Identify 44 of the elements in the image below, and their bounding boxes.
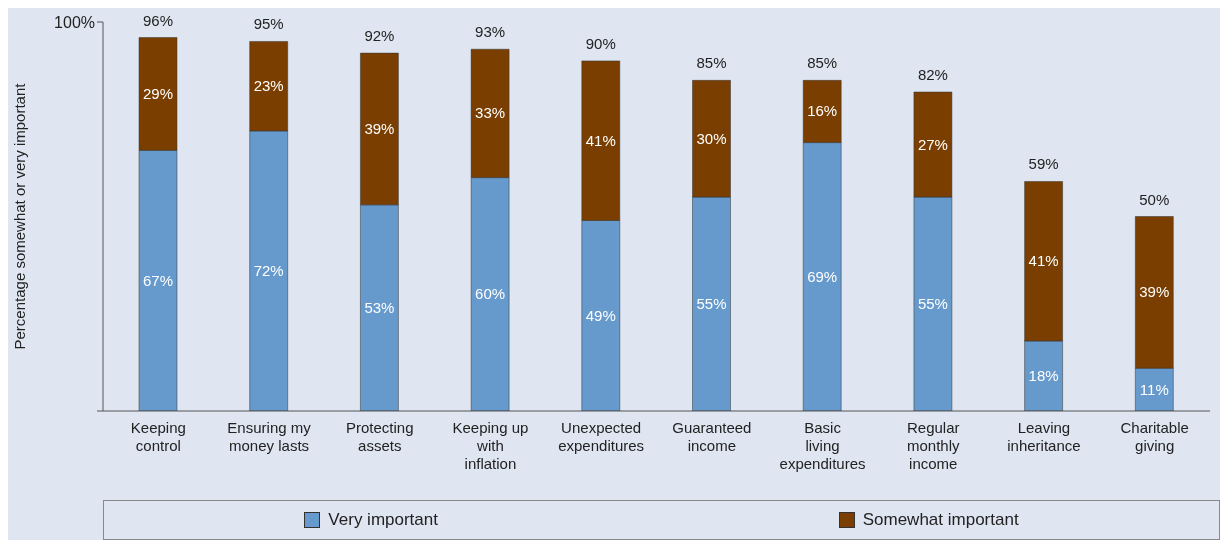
total-label: 59% [1028,155,1059,173]
x-tick-label: Leaving inheritance [1007,419,1081,454]
data-label: 18% [1028,366,1059,384]
x-tick-label: Regular monthly income [906,419,961,472]
data-label: 55% [696,295,727,313]
data-label: 11% [1139,380,1169,398]
data-label: 72% [253,261,284,279]
legend-label: Very important [327,510,438,530]
y-tick-label: 100% [54,13,95,31]
total-label: 50% [1139,190,1170,208]
data-label: 29% [142,84,174,102]
x-tick-label: Protecting assets [345,419,414,454]
total-label: 85% [696,54,727,72]
x-tick-label: Unexpected expenditures [558,419,645,454]
data-label: 39% [364,119,395,137]
data-label: 67% [142,271,174,289]
total-label: 92% [364,27,395,45]
data-label: 27% [917,135,948,153]
x-tick-label: Basic living expenditures [779,419,866,472]
x-tick-label: Keeping up with inflation [452,419,529,472]
data-label: 55% [917,295,948,313]
total-label: 96% [142,11,174,29]
total-label: 85% [807,54,838,72]
x-tick-label: Charitable giving [1120,419,1189,454]
data-label: 41% [585,131,616,149]
total-label: 90% [585,34,616,52]
total-label: 93% [475,23,506,41]
data-label: 49% [585,306,616,324]
y-axis-title: Percentage somewhat or very important [11,82,29,350]
x-tick-label: Keeping control [130,419,186,454]
data-label: 69% [807,267,838,285]
data-label: 23% [253,77,284,95]
data-label: 33% [475,104,506,122]
legend-label: Somewhat important [861,510,1019,530]
total-label: 95% [253,15,284,33]
data-label: 60% [475,285,506,303]
data-label: 16% [807,102,838,120]
data-label: 39% [1139,283,1170,301]
data-label: 41% [1028,252,1059,270]
x-tick-label: Guaranteed income [672,419,752,454]
data-label: 53% [364,298,395,316]
x-tick-label: Ensuring my money lasts [227,419,312,454]
data-label: 30% [696,129,727,147]
total-label: 82% [917,66,948,84]
